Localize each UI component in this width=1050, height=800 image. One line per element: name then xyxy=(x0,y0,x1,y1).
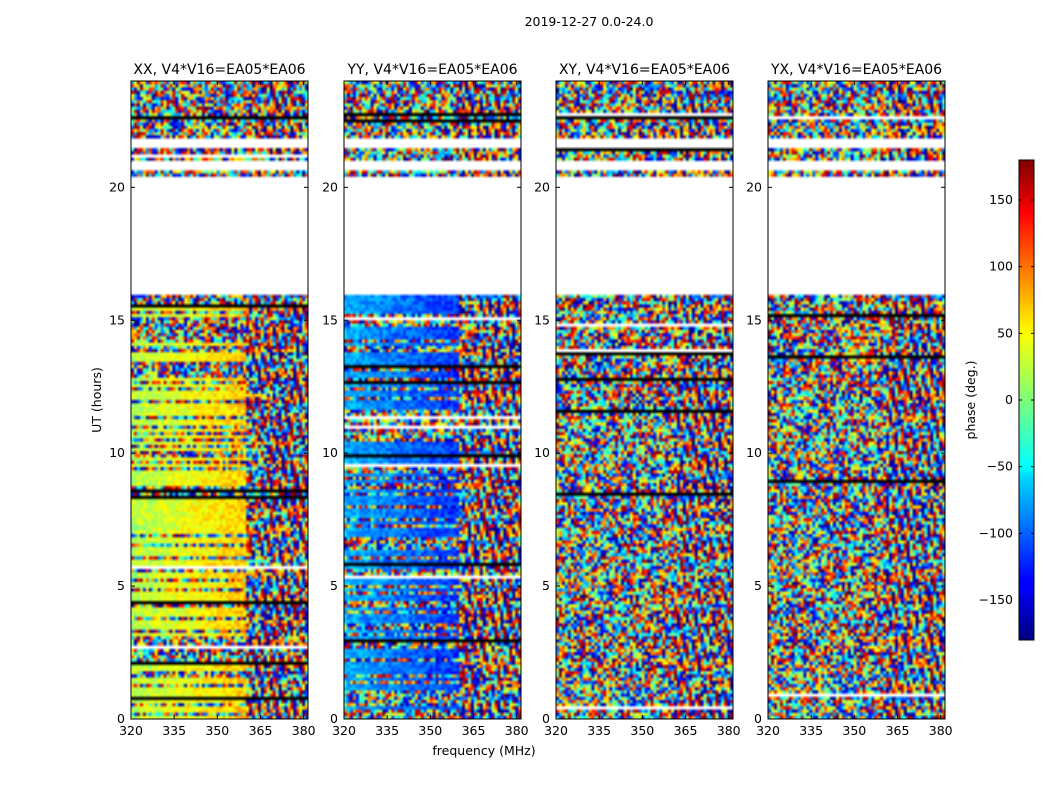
x-tick-label: 380 xyxy=(717,723,741,738)
y-tick-label: 10 xyxy=(322,445,338,460)
panel-frame xyxy=(343,80,522,720)
panel-frame xyxy=(130,80,309,720)
y-tick-label: 5 xyxy=(754,578,762,593)
colorbar-tick-label: −150 xyxy=(979,592,1013,607)
y-tick-label: 5 xyxy=(117,578,125,593)
heatmap-image xyxy=(344,81,521,719)
x-tick-label: 350 xyxy=(418,723,442,738)
y-tick-label: 0 xyxy=(542,711,550,726)
panel-yy: YY, V4*V16=EA05*EA06 320 335 350 365 380 0 5 10 1… xyxy=(322,62,529,738)
y-tick-label: 15 xyxy=(534,312,550,327)
y-tick-label: 20 xyxy=(109,179,125,194)
x-tick-label: 365 xyxy=(249,723,273,738)
x-axis-label: frequency (MHz) xyxy=(432,743,535,758)
y-tick-label: 10 xyxy=(534,445,550,460)
panel-title: YY, V4*V16=EA05*EA06 xyxy=(346,62,517,78)
x-tick-label: 320 xyxy=(756,723,780,738)
y-tick-label: 20 xyxy=(322,179,338,194)
x-tick-label: 380 xyxy=(505,723,529,738)
x-tick-label: 350 xyxy=(630,723,654,738)
panel-title: XX, V4*V16=EA05*EA06 xyxy=(133,62,305,78)
y-tick-label: 0 xyxy=(330,711,338,726)
y-tick-label: 15 xyxy=(109,312,125,327)
x-tick-label: 365 xyxy=(886,723,910,738)
y-tick-label: 10 xyxy=(109,445,125,460)
x-tick-label: 335 xyxy=(162,723,186,738)
panels: XX, V4*V16=EA05*EA06 320 335 350 365 380 0 5 10 1… xyxy=(109,62,953,738)
y-tick-label: 20 xyxy=(534,179,550,194)
x-tick-label: 365 xyxy=(462,723,486,738)
x-tick-label: 380 xyxy=(292,723,316,738)
y-tick-label: 15 xyxy=(746,312,762,327)
panel-title: XY, V4*V16=EA05*EA06 xyxy=(559,62,730,78)
y-tick-label: 0 xyxy=(117,711,125,726)
heatmap-image xyxy=(556,81,733,719)
heatmap-image xyxy=(768,81,945,719)
y-tick-label: 5 xyxy=(330,578,338,593)
panel-xx: XX, V4*V16=EA05*EA06 320 335 350 365 380 0 5 10 1… xyxy=(109,62,316,738)
colorbar-tick-label: 150 xyxy=(989,192,1013,207)
heatmap-image xyxy=(131,81,308,719)
x-tick-label: 320 xyxy=(119,723,143,738)
colorbar-tick-label: −50 xyxy=(987,459,1013,474)
colorbar-ticks: −150 −100 −50 0 50 100 150 xyxy=(979,192,1034,607)
panel-frame xyxy=(555,80,734,720)
panel-title: YX, V4*V16=EA05*EA06 xyxy=(770,62,942,78)
x-tick-label: 335 xyxy=(799,723,823,738)
colorbar-tick-label: 100 xyxy=(989,259,1013,274)
panel-xy: XY, V4*V16=EA05*EA06 320 335 350 365 380 0 5 10 1… xyxy=(534,62,741,738)
figure-suptitle: 2019-12-27 0.0-24.0 xyxy=(525,14,654,29)
x-tick-label: 350 xyxy=(842,723,866,738)
x-tick-label: 350 xyxy=(205,723,229,738)
x-tick-label: 335 xyxy=(587,723,611,738)
colorbar-tick-label: 0 xyxy=(1005,392,1013,407)
x-tick-label: 380 xyxy=(929,723,953,738)
x-tick-label: 320 xyxy=(332,723,356,738)
y-tick-label: 5 xyxy=(542,578,550,593)
y-tick-label: 20 xyxy=(746,179,762,194)
colorbar-label: phase (deg.) xyxy=(963,361,978,440)
panel-yx: YX, V4*V16=EA05*EA06 320 335 350 365 380 0 5 10 1… xyxy=(746,62,953,738)
y-axis-label: UT (hours) xyxy=(89,367,104,433)
colorbar-tick-label: −100 xyxy=(979,525,1013,540)
x-tick-label: 320 xyxy=(544,723,568,738)
colorbar-tick-label: 50 xyxy=(997,325,1013,340)
y-tick-label: 10 xyxy=(746,445,762,460)
y-tick-label: 15 xyxy=(322,312,338,327)
y-tick-label: 0 xyxy=(754,711,762,726)
panel-frame xyxy=(767,80,946,720)
x-tick-label: 365 xyxy=(674,723,698,738)
x-tick-label: 335 xyxy=(375,723,399,738)
